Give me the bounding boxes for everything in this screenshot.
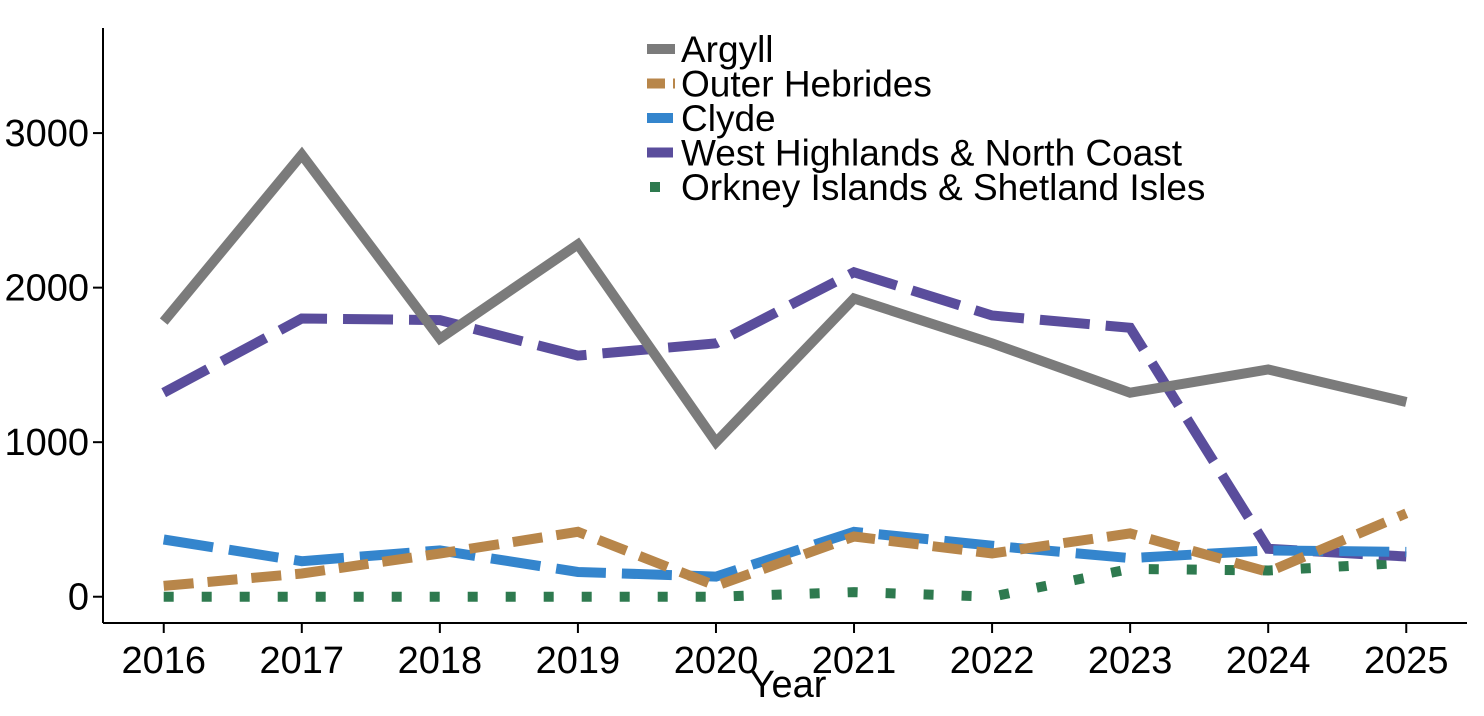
legend-label: Orkney Islands & Shetland Isles bbox=[681, 167, 1205, 208]
x-tick-label: 2016 bbox=[121, 640, 206, 682]
legend-label: Argyll bbox=[681, 29, 774, 70]
x-tick-label: 2023 bbox=[1088, 640, 1173, 682]
x-tick-label: 2022 bbox=[950, 640, 1035, 682]
y-tick-label: 0 bbox=[68, 577, 89, 619]
y-tick-label: 1000 bbox=[4, 422, 89, 464]
series-layer bbox=[159, 146, 1409, 602]
x-tick-label: 2020 bbox=[674, 640, 759, 682]
legend-label: Clyde bbox=[681, 98, 776, 139]
y-tick-label: 3000 bbox=[4, 113, 89, 155]
x-tick-label: 2017 bbox=[260, 640, 345, 682]
series-line-outer-hebrides bbox=[163, 508, 1409, 592]
x-tick-label: 2025 bbox=[1364, 640, 1449, 682]
series-line-west-highlands-north-coast bbox=[161, 266, 1407, 562]
x-tick-label: 2024 bbox=[1226, 640, 1311, 682]
y-tick-label: 2000 bbox=[4, 268, 89, 310]
legend-label: Outer Hebrides bbox=[681, 64, 932, 105]
x-axis-ticks: 2016 2017 2018 2019 2020 2021 2022 2023 2024 2025 bbox=[121, 623, 1449, 682]
x-tick-label: 2021 bbox=[812, 640, 897, 682]
series-line-argyll bbox=[159, 146, 1408, 451]
legend-label: West Highlands & North Coast bbox=[681, 133, 1183, 174]
x-axis-title: Year bbox=[750, 664, 827, 706]
x-tick-label: 2019 bbox=[536, 640, 621, 682]
y-axis-ticks: 0 1000 2000 3000 bbox=[4, 113, 103, 619]
x-tick-label: 2018 bbox=[398, 640, 483, 682]
series-line-clyde bbox=[162, 526, 1407, 582]
